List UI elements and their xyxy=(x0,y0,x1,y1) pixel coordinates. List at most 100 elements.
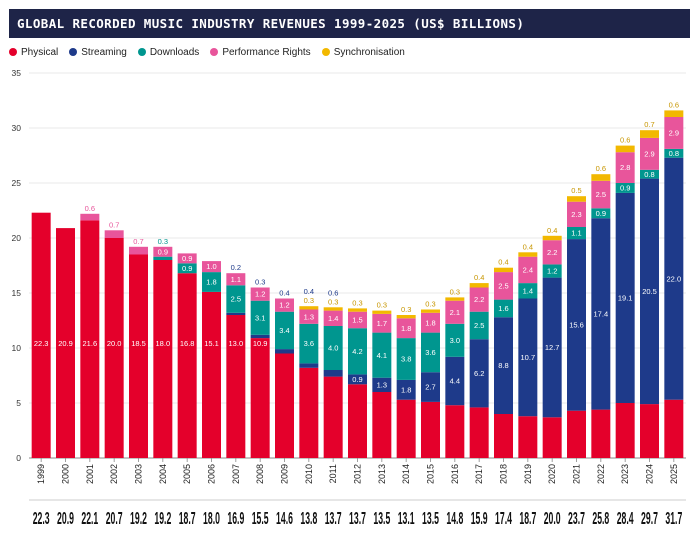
data-label: 2.3 xyxy=(571,210,581,219)
total-label: 18.0 xyxy=(203,508,220,528)
bar-segment-performance-rights-2012 xyxy=(348,311,367,329)
bar-segment-downloads-2009 xyxy=(275,311,294,350)
bar-segment-performance-rights-2007 xyxy=(226,273,246,286)
total-label: 18.7 xyxy=(179,508,196,528)
data-label: 2.9 xyxy=(669,129,679,138)
data-label: 0.3 xyxy=(158,237,168,246)
data-label: 3.1 xyxy=(255,313,265,322)
legend-swatch-downloads xyxy=(137,48,146,56)
bar-segment-physical-2022 xyxy=(591,409,611,458)
bar-segment-performance-rights-2021 xyxy=(567,201,586,227)
bar-segment-downloads-2019 xyxy=(518,283,538,299)
x-tick-label: 2007 xyxy=(231,464,241,484)
x-tick-label: 2015 xyxy=(426,464,436,484)
total-label: 13.5 xyxy=(373,508,390,528)
bar-segment-streaming-2012 xyxy=(348,374,367,385)
data-label: 10.7 xyxy=(521,353,536,362)
data-label: 1.8 xyxy=(206,278,216,287)
bar-segment-downloads-2008 xyxy=(250,300,270,335)
bar-segment-physical-2009 xyxy=(275,353,294,458)
data-label: 1.3 xyxy=(377,380,387,389)
total-label: 19.2 xyxy=(130,508,147,528)
bar-segment-downloads-2016 xyxy=(445,323,465,357)
bar-segment-performance-rights-2010 xyxy=(299,309,319,324)
data-label: 3.8 xyxy=(401,355,411,364)
bar-segment-physical-2010 xyxy=(299,367,319,458)
bar-segment-downloads-2021 xyxy=(567,227,586,240)
y-tick-label: 25 xyxy=(12,178,22,188)
bar-segment-streaming-2008 xyxy=(250,334,270,339)
data-label: 0.6 xyxy=(596,164,606,173)
data-label: 1.0 xyxy=(206,262,216,271)
x-tick-label: 2001 xyxy=(85,464,95,484)
bar-segment-downloads-2004 xyxy=(153,256,173,260)
bar-segment-performance-rights-2025 xyxy=(664,117,684,149)
data-label: 0.3 xyxy=(425,300,435,309)
data-label: 1.5 xyxy=(352,316,362,325)
bar-segment-physical-2001 xyxy=(80,220,100,458)
data-label: 0.3 xyxy=(450,287,460,296)
data-label: 3.6 xyxy=(425,348,435,357)
total-label: 13.1 xyxy=(398,508,415,528)
data-label: 0.9 xyxy=(158,247,168,256)
bar-segment-downloads-2017 xyxy=(469,311,489,340)
bar-segment-downloads-2013 xyxy=(372,332,392,378)
bar-segment-streaming-2015 xyxy=(421,372,440,402)
bar-segment-streaming-2014 xyxy=(396,379,416,400)
bar-segment-synchronisation-2022 xyxy=(591,174,611,181)
data-label: 15.6 xyxy=(569,321,584,330)
bar-segment-synchronisation-2015 xyxy=(421,309,440,313)
data-label: 1.2 xyxy=(279,301,289,310)
data-label: 0.6 xyxy=(328,288,338,297)
bar-segment-performance-rights-2009 xyxy=(275,298,294,312)
data-label: 4.0 xyxy=(328,344,338,353)
data-label: 1.7 xyxy=(377,319,387,328)
bar-segment-physical-2018 xyxy=(494,414,513,458)
data-label: 4.2 xyxy=(352,347,362,356)
bar-segment-synchronisation-2017 xyxy=(469,283,489,288)
total-label: 13.7 xyxy=(325,508,342,528)
data-label: 2.1 xyxy=(450,308,460,317)
bar-segment-physical-2000 xyxy=(56,228,75,458)
total-label: 28.4 xyxy=(617,508,634,528)
bar-segment-performance-rights-2023 xyxy=(615,152,635,183)
data-label: 0.8 xyxy=(644,170,654,179)
bar-segment-physical-2012 xyxy=(348,384,367,458)
legend-label: Physical xyxy=(21,46,59,58)
legend-swatch-streaming xyxy=(69,48,78,56)
bar-segment-physical-2014 xyxy=(396,399,416,458)
data-label: 1.3 xyxy=(304,312,314,321)
total-label: 15.9 xyxy=(471,508,488,528)
total-label: 17.4 xyxy=(495,508,512,528)
data-label: 8.8 xyxy=(498,361,508,370)
data-label: 1.6 xyxy=(498,304,508,313)
data-label: 0.3 xyxy=(377,301,387,310)
bar-segment-streaming-2017 xyxy=(469,339,489,408)
bar-segment-performance-rights-2006 xyxy=(202,261,221,273)
y-tick-label: 5 xyxy=(16,398,21,408)
total-label: 20.9 xyxy=(57,508,74,528)
data-label: 0.9 xyxy=(620,184,630,193)
bar-segment-performance-rights-2002 xyxy=(104,230,124,238)
total-label: 13.7 xyxy=(349,508,366,528)
x-tick-label: 2021 xyxy=(572,464,582,484)
data-label: 0.6 xyxy=(620,136,630,145)
legend-label: Streaming xyxy=(81,46,127,58)
x-tick-label: 2019 xyxy=(523,464,533,484)
bar-segment-performance-rights-2015 xyxy=(421,312,440,333)
bar-segment-performance-rights-2011 xyxy=(323,310,343,326)
bar-segment-streaming-2022 xyxy=(591,218,611,410)
data-label: 17.4 xyxy=(594,310,609,319)
legend-swatch-synchronisation xyxy=(321,48,330,56)
data-label: 18.5 xyxy=(131,339,146,348)
data-label: 2.5 xyxy=(231,295,241,304)
bar-segment-synchronisation-2011 xyxy=(323,307,343,311)
chart-legend: Physical Streaming Downloads Performance Ri… xyxy=(9,45,416,59)
bar-segment-performance-rights-2022 xyxy=(591,180,611,209)
y-tick-label: 10 xyxy=(12,343,22,353)
total-label: 13.8 xyxy=(300,508,317,528)
bar-segment-physical-2017 xyxy=(469,407,489,458)
total-label: 14.6 xyxy=(276,508,293,528)
bar-segment-synchronisation-2021 xyxy=(567,196,586,202)
data-label: 0.9 xyxy=(352,375,362,384)
